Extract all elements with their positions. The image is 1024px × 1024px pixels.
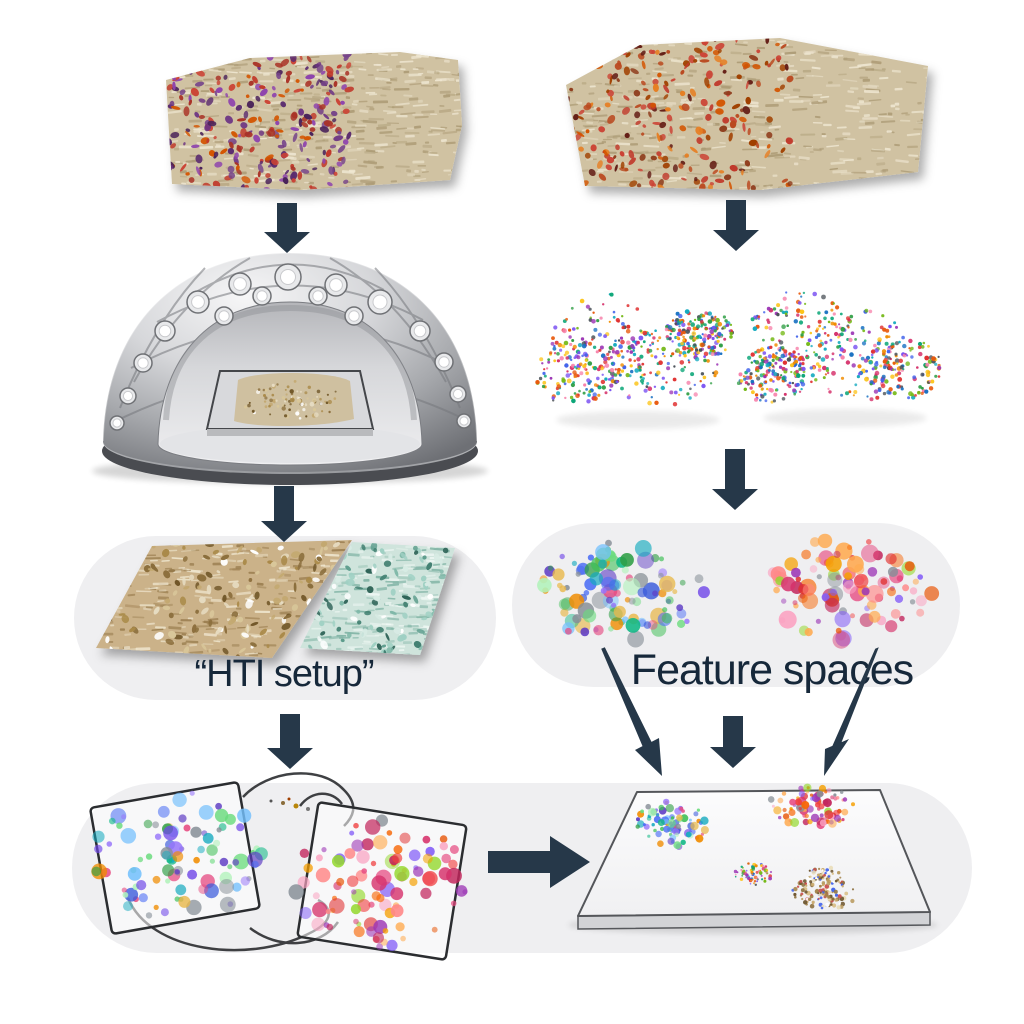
hti-setup-panel: “HTI setup” (74, 536, 496, 700)
registration-square-cool (89, 781, 268, 935)
unified-feature-plane (568, 783, 938, 934)
hti-setup-label: “HTI setup” (194, 653, 373, 695)
merge-right-arrow (488, 836, 590, 888)
registration-dots-cool (91, 790, 268, 919)
down-arrow-5 (267, 714, 313, 769)
registration-figure (89, 772, 468, 961)
point-cloud-left-shadow (556, 411, 720, 429)
plane-cluster-gold-pile (791, 865, 855, 910)
feature-spaces-panel: Feature spaces (512, 523, 960, 694)
registration-square-warm (288, 801, 468, 961)
flow-arrows (261, 200, 879, 888)
dome-lights (109, 263, 472, 431)
diagonal-arrow-right (824, 647, 879, 776)
point-cloud-right-shadow (763, 409, 927, 427)
dome-highlight (102, 252, 478, 442)
plane-cluster-confetti (733, 862, 773, 886)
down-arrow-6 (710, 716, 756, 768)
registration-dots-warm (288, 814, 468, 952)
feature-space-warm (767, 533, 940, 649)
plane-cluster-cool (635, 798, 709, 850)
feature-space-cool (537, 539, 710, 648)
feature-spaces-label: Feature spaces (631, 646, 913, 694)
registration-specks (269, 797, 310, 811)
textile-fragment-top-left (166, 52, 462, 190)
dome-sample-dots (244, 380, 337, 420)
down-arrow-4 (712, 449, 758, 510)
down-arrow-1 (264, 203, 310, 253)
hti-dome (92, 252, 488, 485)
textile-fragment-top-right (566, 38, 928, 190)
dome-opening-shadow (163, 304, 417, 421)
plane-surface (577, 789, 931, 917)
dome-platform-edge (207, 429, 373, 436)
point-cloud-right (736, 291, 942, 404)
diagonal-arrow-left (601, 647, 662, 776)
plane-cluster-warm (767, 783, 855, 830)
point-cloud-left (535, 292, 734, 407)
down-arrow-3 (261, 486, 307, 542)
down-arrow-2 (713, 200, 759, 251)
